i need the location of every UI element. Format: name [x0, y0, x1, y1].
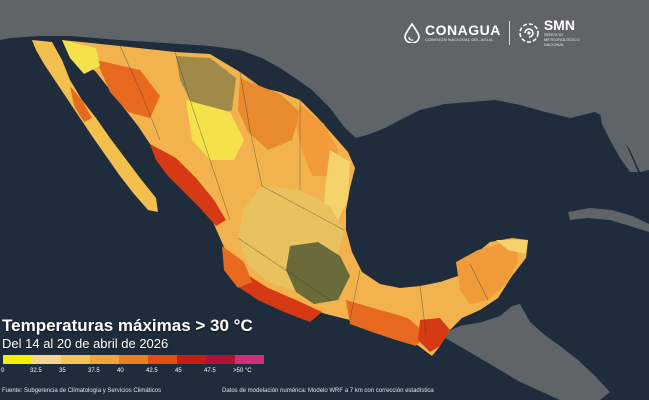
chiapas-hot [418, 318, 450, 352]
map-subtitle: Del 14 al 20 de abril de 2026 [2, 336, 169, 351]
baja-hot-zone [70, 86, 92, 122]
legend-swatch [177, 355, 206, 364]
model-note: Datos de modelación numérica: Modelo WRF… [222, 388, 434, 394]
chihuahua-mild [176, 56, 236, 118]
coahuila-hot [238, 78, 300, 150]
legend-tick-label: 0 [1, 368, 5, 374]
legend-swatch [3, 355, 32, 364]
legend-tick-label: 47.5 [204, 368, 216, 374]
florida-peninsula [600, 112, 638, 172]
logo-divider [508, 20, 510, 45]
water-drop-icon [404, 22, 420, 43]
central-america [440, 304, 610, 400]
legend-swatch [148, 355, 177, 364]
legend-swatch [90, 355, 119, 364]
legend-tick-label: 45 [175, 368, 182, 374]
conagua-name: CONAGUA [425, 22, 501, 38]
baja-california [32, 40, 158, 212]
smn-emblem-icon [519, 22, 539, 43]
tamaulipas-mild [324, 150, 350, 220]
legend-swatch [206, 355, 235, 364]
legend-tick-label: 35 [59, 368, 66, 374]
legend-tick-label: 32.5 [30, 368, 42, 374]
cuba-island [568, 208, 649, 232]
legend-tick-label: 40 [117, 368, 124, 374]
smn-name: SMN [543, 17, 575, 33]
legend-tick-label: 42.5 [146, 368, 158, 374]
state-borders [119, 45, 489, 335]
conagua-logo: CONAGUA COMISIÓN NACIONAL DEL AGUA [403, 22, 501, 43]
usa-landmass [0, 0, 649, 172]
sonora-coast-yellow [62, 40, 100, 74]
nuevo-leon-hot [296, 104, 338, 176]
legend-tick-label: 37.5 [88, 368, 100, 374]
yucatan-hot [456, 244, 518, 304]
smn-subtitle-3: NACIONAL [543, 42, 565, 47]
legend-tick-label: >50 °C [233, 368, 252, 374]
yucatan-coast-mild [496, 240, 528, 254]
oaxaca-hot [346, 300, 426, 346]
smn-logo: SMN SERVICIO METEOROLÓGICO NACIONAL [518, 18, 580, 47]
legend-swatch [235, 355, 264, 364]
sonora-hot [96, 60, 160, 118]
durango-yellow [186, 100, 244, 160]
conagua-subtitle: COMISIÓN NACIONAL DEL AGUA [425, 37, 493, 42]
sinaloa-hot [150, 144, 226, 226]
source-note: Fuente: Subgerencia de Climatología y Se… [2, 388, 162, 394]
highland-plateau [286, 242, 350, 304]
michoacan-hot [222, 246, 252, 288]
smn-subtitle-1: SERVICIO [543, 32, 563, 37]
temperature-legend [3, 355, 264, 364]
legend-swatch [61, 355, 90, 364]
map-title: Temperaturas máximas > 30 °C [2, 316, 253, 335]
guerrero-hot [240, 270, 322, 322]
header-logos: CONAGUA COMISIÓN NACIONAL DEL AGUA SMN S… [403, 18, 580, 47]
legend-swatch [119, 355, 148, 364]
legend-swatch [32, 355, 61, 364]
legend-ticks: 0 32.5 35 37.5 40 42.5 45 47.5 >50 °C [0, 368, 260, 378]
smn-subtitle-2: METEOROLÓGICO [543, 37, 580, 42]
